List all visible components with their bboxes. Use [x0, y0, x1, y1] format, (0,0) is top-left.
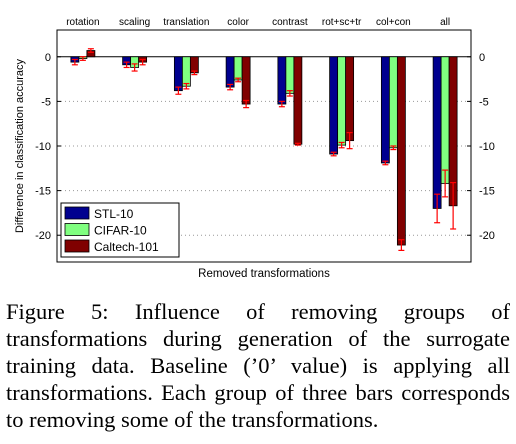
- y-tick-label-left: -15: [35, 186, 51, 198]
- legend-label: Caltech-101: [94, 240, 159, 254]
- chart-figure: rotation scaling translation color contrast r…: [14, 17, 495, 280]
- category-label: rot+sc+tr: [322, 17, 362, 28]
- legend-swatch: [64, 223, 90, 236]
- bar: [173, 56, 183, 92]
- y-tick-label-right: -15: [479, 186, 495, 198]
- bar: [241, 56, 251, 105]
- bar: [337, 56, 347, 146]
- category-label: color: [227, 17, 249, 28]
- y-tick-label-left: -5: [41, 96, 51, 108]
- legend-label: STL-10: [94, 207, 134, 221]
- category-label: translation: [163, 17, 209, 28]
- bar: [345, 56, 355, 142]
- legend-swatch: [64, 239, 90, 253]
- bar: [189, 56, 199, 74]
- category-label: all: [440, 17, 450, 28]
- y-tick-label-left: -10: [35, 141, 51, 153]
- bar: [380, 56, 390, 164]
- bar: [432, 56, 442, 209]
- bar: [440, 56, 450, 184]
- category-label: contrast: [272, 17, 308, 28]
- y-tick-label-left: -20: [35, 230, 51, 242]
- bar: [285, 56, 295, 94]
- y-tick-label-left: 0: [45, 52, 51, 64]
- figure-caption: Figure 5: Influence of removing groups o…: [6, 299, 510, 432]
- category-label: col+con: [376, 17, 411, 28]
- bar: [396, 56, 406, 246]
- bar: [225, 56, 235, 88]
- y-axis-label: Difference in classification accuracy: [14, 58, 26, 233]
- bar: [293, 56, 303, 145]
- y-tick-label-right: 0: [479, 52, 485, 64]
- bar: [388, 56, 398, 149]
- bar: [233, 56, 243, 81]
- y-tick-label-right: -5: [479, 96, 489, 108]
- category-label: scaling: [119, 17, 150, 28]
- bar: [181, 56, 191, 87]
- bar: [277, 56, 287, 105]
- y-tick-label-right: -10: [479, 141, 495, 153]
- category-label: rotation: [66, 17, 99, 28]
- bar: [329, 56, 339, 155]
- legend-swatch: [64, 206, 90, 220]
- legend-label: CIFAR-10: [94, 224, 147, 238]
- x-axis-label: Removed transformations: [198, 268, 330, 280]
- y-tick-label-right: -20: [479, 230, 495, 242]
- bar-chart: rotation scaling translation color contrast r…: [14, 17, 495, 280]
